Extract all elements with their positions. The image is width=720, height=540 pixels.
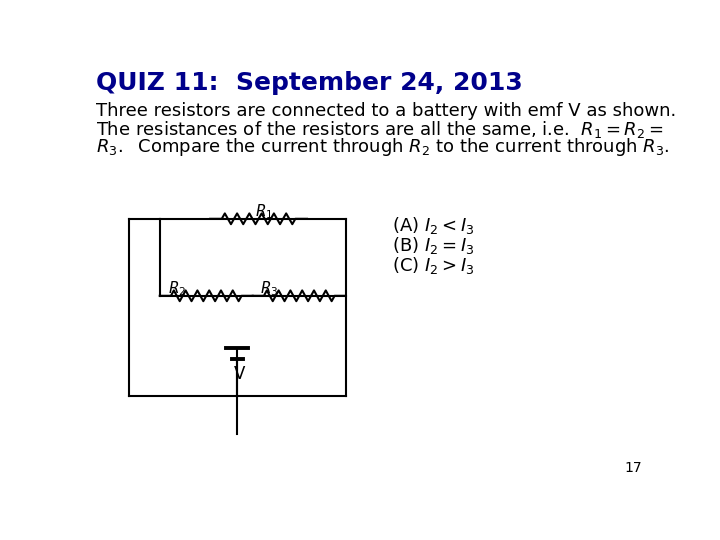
Text: $R_2$: $R_2$ bbox=[168, 279, 186, 298]
Text: (A) $I_2 < I_3$: (A) $I_2 < I_3$ bbox=[392, 215, 474, 236]
Text: (C) $I_2 > I_3$: (C) $I_2 > I_3$ bbox=[392, 255, 474, 276]
Text: $R_3.$  Compare the current through $R_2$ to the current through $R_3.$: $R_3.$ Compare the current through $R_2$… bbox=[96, 136, 670, 158]
Text: V: V bbox=[234, 365, 246, 383]
Text: (B) $I_2 = I_3$: (B) $I_2 = I_3$ bbox=[392, 235, 474, 256]
Text: 17: 17 bbox=[624, 461, 642, 475]
Text: $R_1$: $R_1$ bbox=[255, 202, 273, 220]
Text: The resistances of the resistors are all the same, i.e.  $R_1 = R_2 =$: The resistances of the resistors are all… bbox=[96, 119, 664, 140]
Text: Three resistors are connected to a battery with emf V as shown.: Three resistors are connected to a batte… bbox=[96, 102, 677, 120]
Text: $R_3$: $R_3$ bbox=[261, 279, 279, 298]
Text: QUIZ 11:  September 24, 2013: QUIZ 11: September 24, 2013 bbox=[96, 71, 523, 95]
